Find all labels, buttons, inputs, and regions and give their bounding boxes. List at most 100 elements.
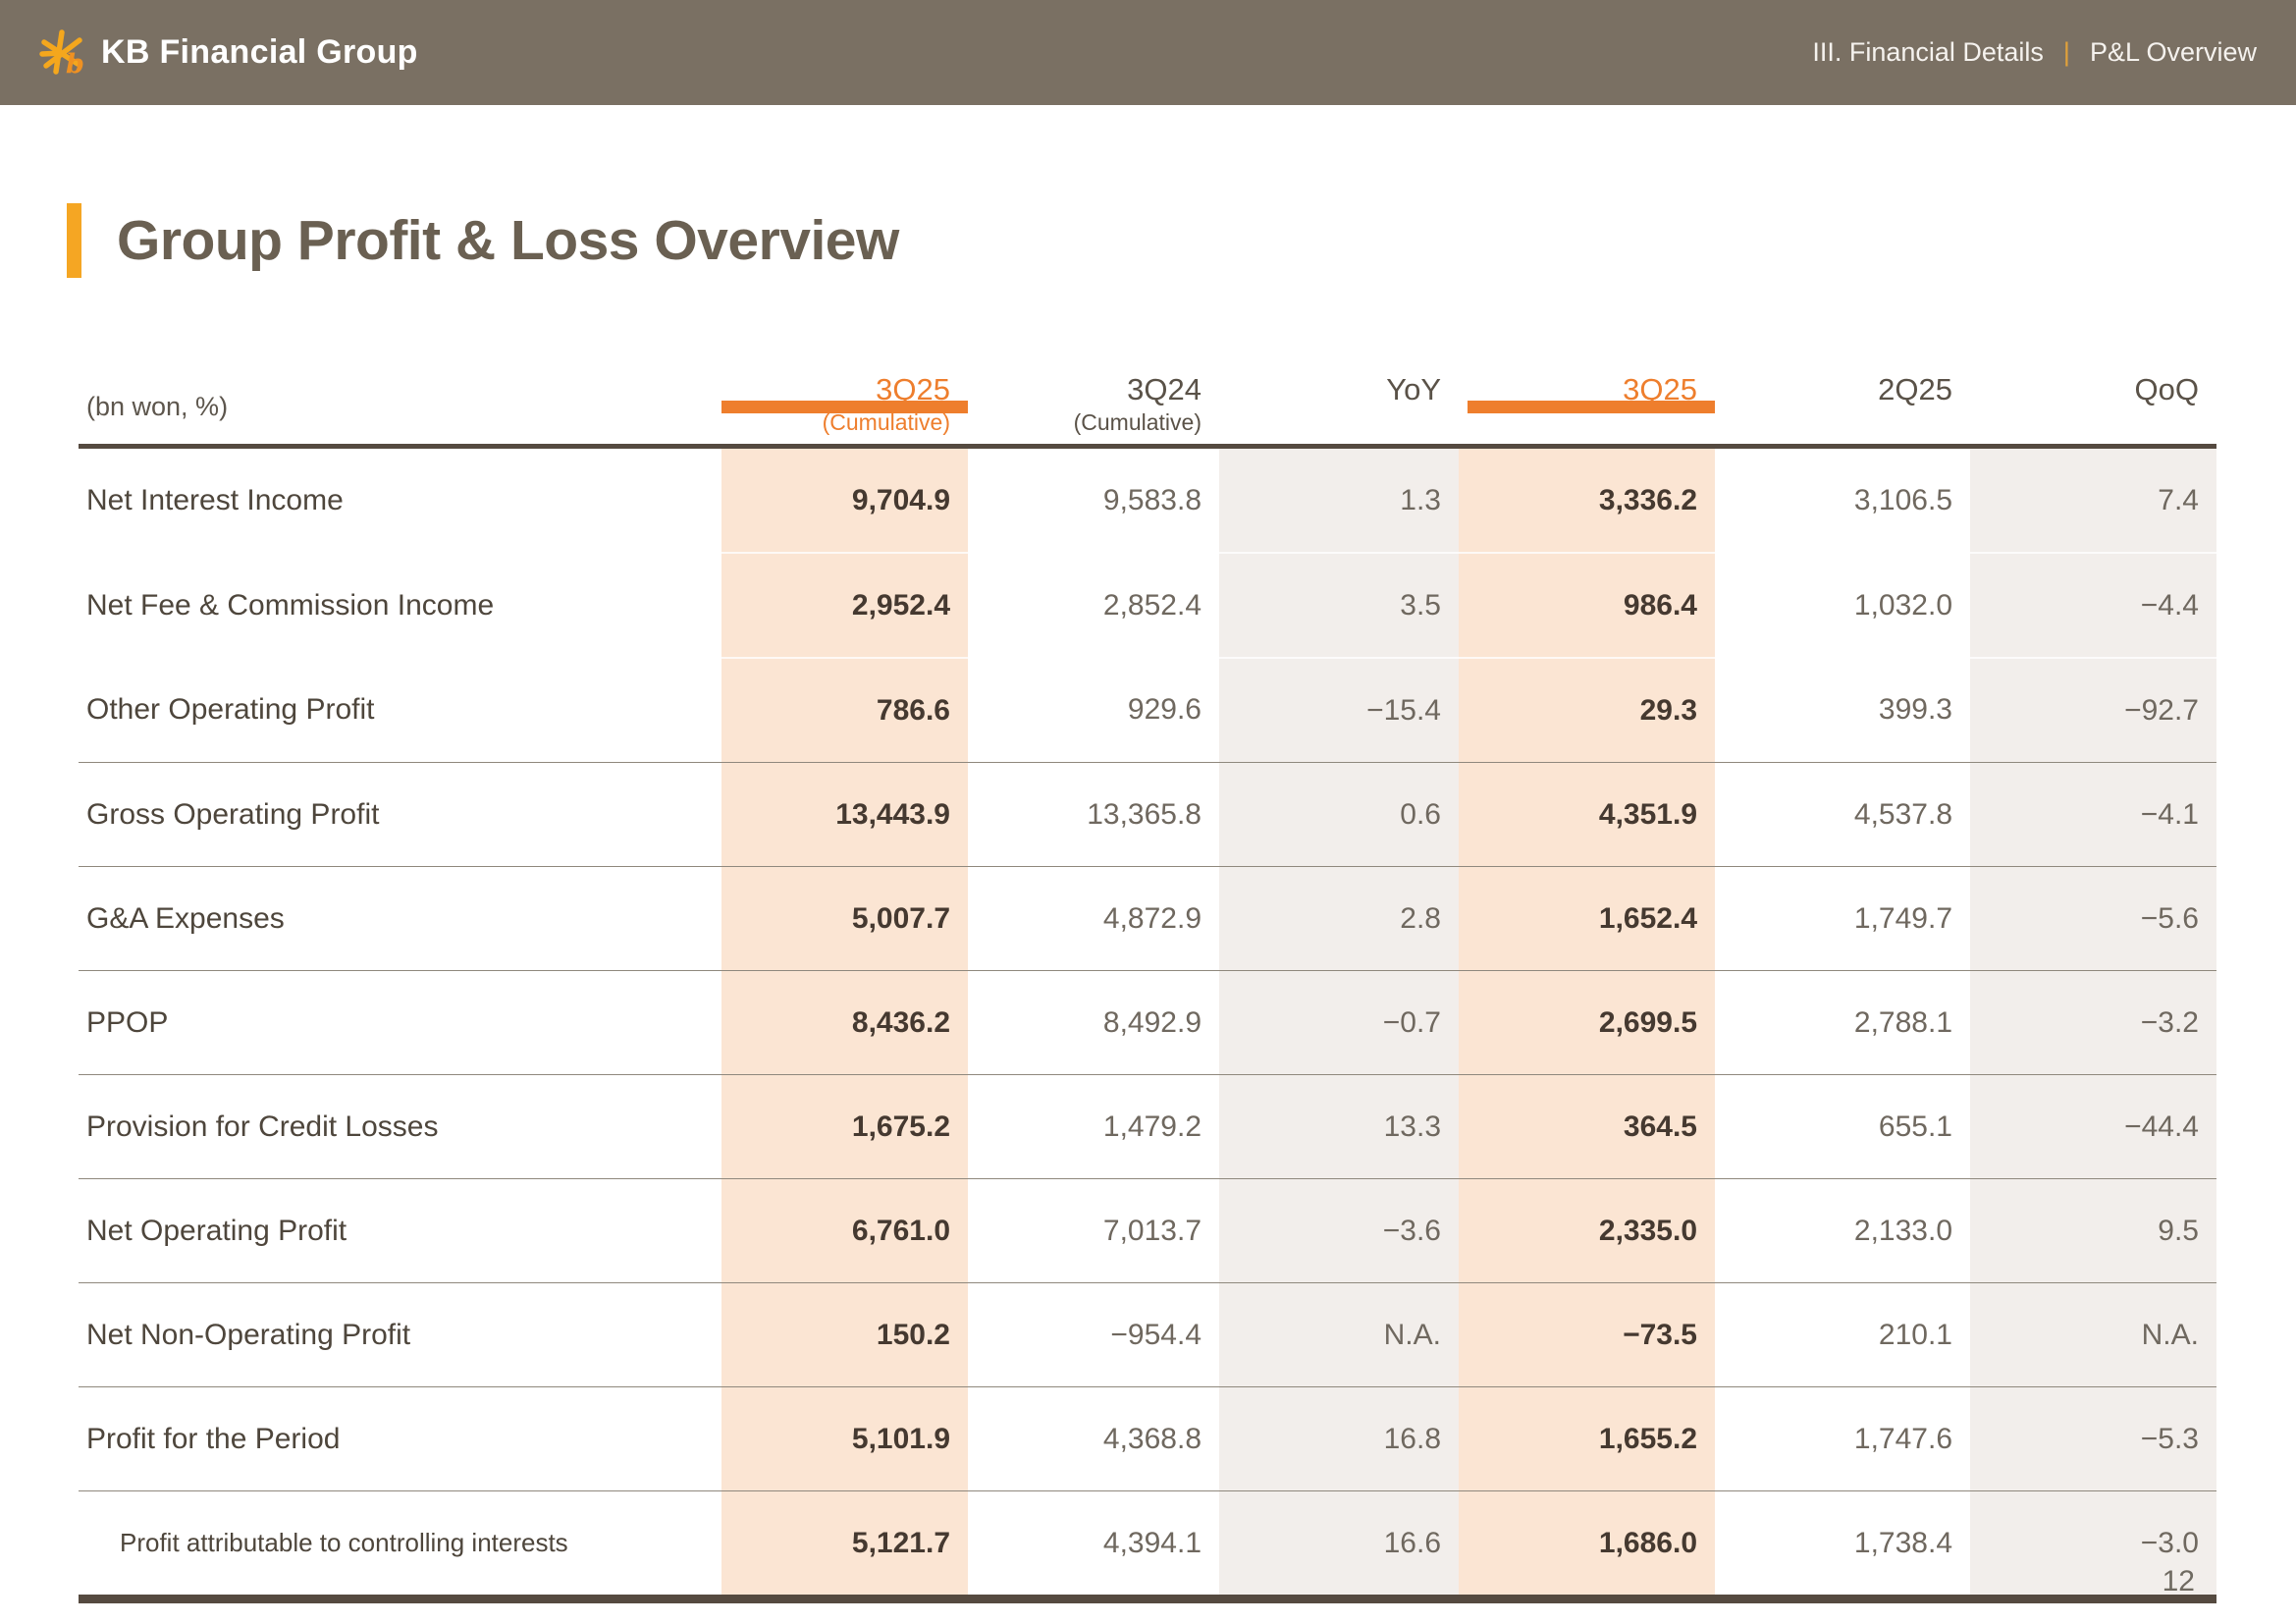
table-cell: −5.6	[1970, 866, 2216, 971]
col-header-3q25-cumulative: 3Q25 (Cumulative)	[721, 324, 968, 449]
page-number: 12	[2162, 1565, 2195, 1597]
table-cell: 13,443.9	[721, 762, 968, 867]
table-cell: N.A.	[1970, 1282, 2216, 1387]
page-title: Group Profit & Loss Overview	[117, 209, 899, 272]
kb-star-icon: b	[36, 27, 89, 80]
table-cell: 1,686.0	[1459, 1490, 1715, 1599]
table-cell: −4.4	[1970, 552, 2216, 658]
table-cell: 3,106.5	[1853, 484, 1952, 516]
table-cell: 2,788.1	[1715, 970, 1970, 1075]
row-label: Provision for Credit Losses	[79, 1074, 721, 1179]
table-row: G&A Expenses 5,007.7 4,872.9 2.8 1,652.4 1,74…	[79, 866, 2216, 971]
col-label: 3Q25	[876, 371, 950, 406]
table-cell: 1,749.7	[1715, 866, 1970, 971]
highlight-bar-3q25	[1468, 401, 1715, 413]
row-label: Other Operating Profit	[86, 693, 375, 726]
col-label: YoY	[1386, 371, 1441, 406]
table-body: Net Interest Income 9,704.9 9,583.8 1.3 3,33…	[79, 446, 2216, 1599]
row-label: Profit for the Period	[79, 1386, 721, 1491]
table-row: Net Interest Income 9,704.9 9,583.8 1.3 3,33…	[79, 446, 2216, 553]
table-cell: 1,655.2	[1459, 1386, 1715, 1491]
col-label: 3Q25	[1623, 371, 1697, 406]
table-cell: 29.3	[1459, 657, 1715, 763]
table-cell: 150.2	[721, 1282, 968, 1387]
col-header-2q25: 2Q25	[1715, 324, 1970, 449]
table-cell: 3.5	[1219, 552, 1459, 658]
table-cell: 2,335.0	[1459, 1178, 1715, 1283]
pnl-table: (bn won, %) 3Q25 (Cumulative) 3Q24 (Cumu…	[79, 324, 2216, 1603]
table-cell: −0.7	[1219, 970, 1459, 1075]
row-label: Gross Operating Profit	[79, 762, 721, 867]
table-cell: 2,133.0	[1715, 1178, 1970, 1283]
table-row: Net Fee & Commission Income 2,952.4 2,852.…	[79, 552, 2216, 658]
table-row: PPOP 8,436.2 8,492.9 −0.7 2,699.5 2,788.1 −3.2	[79, 970, 2216, 1075]
table-cell: 0.6	[1219, 762, 1459, 867]
table-cell: 655.1	[1715, 1074, 1970, 1179]
table-cell: −954.4	[968, 1282, 1219, 1387]
pnl-table-area: (bn won, %) 3Q25 (Cumulative) 3Q24 (Cumu…	[79, 324, 2216, 1603]
table-cell: 399.3	[1878, 693, 1952, 726]
table-cell: N.A.	[1219, 1282, 1459, 1387]
table-cell: 5,101.9	[721, 1386, 968, 1491]
col-header-3q24-cumulative: 3Q24 (Cumulative)	[968, 324, 1219, 449]
table-cell: 5,007.7	[721, 866, 968, 971]
table-row: Profit attributable to controlling inter…	[79, 1490, 2216, 1599]
table-cell: 1.3	[1219, 446, 1459, 553]
breadcrumb-divider-icon: |	[2062, 37, 2070, 67]
table-cell: −44.4	[1970, 1074, 2216, 1179]
table-cell: 2,952.4	[721, 552, 968, 658]
table-cell: −3.0	[1970, 1490, 2216, 1599]
table-cell: 6,761.0	[721, 1178, 968, 1283]
table-cell: 1,675.2	[721, 1074, 968, 1179]
table-cell: 4,351.9	[1459, 762, 1715, 867]
table-cell: 364.5	[1459, 1074, 1715, 1179]
col-sublabel: (Cumulative)	[822, 409, 950, 435]
unit-label: (bn won, %)	[79, 324, 721, 449]
col-label: 2Q25	[1878, 371, 1952, 406]
table-row: Net Operating Profit 6,761.0 7,013.7 −3.6 2,…	[79, 1178, 2216, 1283]
table-cell: 8,436.2	[721, 970, 968, 1075]
table-cell: 8,492.9	[968, 970, 1219, 1075]
title-row: Group Profit & Loss Overview	[67, 203, 899, 278]
table-cell: 2.8	[1219, 866, 1459, 971]
col-header-qoq: QoQ	[1970, 324, 2216, 449]
table-cell: 7.4	[1970, 446, 2216, 553]
table-cell: 2,852.4	[1102, 588, 1201, 622]
col-label: QoQ	[2134, 371, 2199, 406]
table-cell: 9.5	[1970, 1178, 2216, 1283]
table-cell: 1,032.0	[1853, 588, 1952, 622]
table-cell: −4.1	[1970, 762, 2216, 867]
row-label: Profit attributable to controlling inter…	[79, 1490, 721, 1599]
table-cell: 9,583.8	[1102, 484, 1201, 516]
col-sublabel: (Cumulative)	[1073, 409, 1201, 435]
table-cell: 986.4	[1459, 552, 1715, 658]
table-cell: 1,652.4	[1459, 866, 1715, 971]
table-cell: 1,479.2	[968, 1074, 1219, 1179]
table-cell: −3.2	[1970, 970, 2216, 1075]
table-cell: 1,747.6	[1715, 1386, 1970, 1491]
logo-text: KB Financial Group	[101, 33, 418, 71]
table-cell: −3.6	[1219, 1178, 1459, 1283]
row-label: G&A Expenses	[79, 866, 721, 971]
row-label: Net Non-Operating Profit	[79, 1282, 721, 1387]
table-cell: 13.3	[1219, 1074, 1459, 1179]
table-cell: −92.7	[1970, 657, 2216, 763]
col-header-3q25: 3Q25	[1459, 324, 1715, 449]
table-cell: 4,368.8	[968, 1386, 1219, 1491]
col-header-yoy: YoY	[1219, 324, 1459, 449]
kb-logo: b KB Financial Group	[36, 27, 418, 80]
table-cell: −73.5	[1459, 1282, 1715, 1387]
table-cell: 929.6	[1127, 693, 1201, 726]
row-label: Net Fee & Commission Income	[86, 588, 495, 622]
table-cell: 4,872.9	[968, 866, 1219, 971]
table-cell: 4,394.1	[968, 1490, 1219, 1599]
table-cell: −15.4	[1219, 657, 1459, 763]
table-cell: 13,365.8	[968, 762, 1219, 867]
table-cell: 7,013.7	[968, 1178, 1219, 1283]
table-row: Gross Operating Profit 13,443.9 13,365.8 0.…	[79, 762, 2216, 867]
table-cell: 9,704.9	[721, 446, 968, 553]
table-cell: 2,699.5	[1459, 970, 1715, 1075]
breadcrumb-section: III. Financial Details	[1812, 37, 2044, 67]
title-accent-bar	[67, 203, 81, 278]
